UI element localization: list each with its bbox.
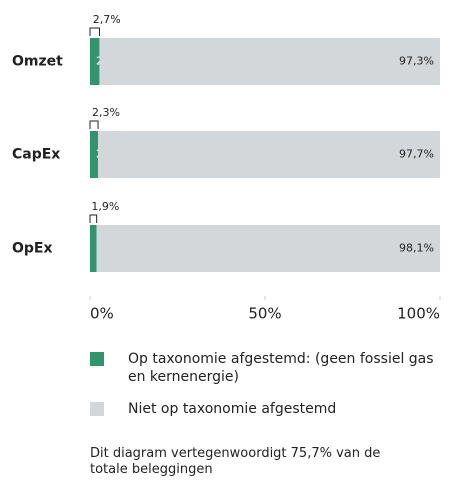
x-tick-label: 100% <box>397 305 440 323</box>
bar-segment <box>98 131 441 178</box>
bracket-label: 1,9% <box>91 200 119 213</box>
value-label: 98,1% <box>399 242 434 255</box>
x-tick-label: 0% <box>90 305 114 323</box>
bar-segment <box>99 38 440 85</box>
legend-swatch <box>90 352 104 366</box>
note: Dit diagram vertegenwoordigt 75,7% van d… <box>90 446 381 477</box>
bracket <box>89 120 99 129</box>
value-label: 97,3% <box>399 55 434 68</box>
bracket-label: 2,3% <box>92 106 120 119</box>
bracket-label: 2,7% <box>93 13 121 26</box>
category-label: OpEx <box>12 241 53 257</box>
bracket <box>89 27 100 36</box>
legend-label: Op taxonomie afgestemd: (geen fossiel ga… <box>128 351 434 385</box>
category-label: Omzet <box>12 54 63 70</box>
bar-segment <box>96 225 441 272</box>
bracket <box>89 214 98 223</box>
category-label: CapEx <box>12 147 60 163</box>
bar-segment <box>90 225 97 272</box>
legend-label: Niet op taxonomie afgestemd <box>128 401 337 417</box>
value-label: 97,7% <box>399 148 434 161</box>
x-tick-label: 50% <box>248 305 281 323</box>
legend-swatch <box>90 402 104 416</box>
bar-segment <box>90 38 100 85</box>
bar-segment <box>90 131 99 178</box>
